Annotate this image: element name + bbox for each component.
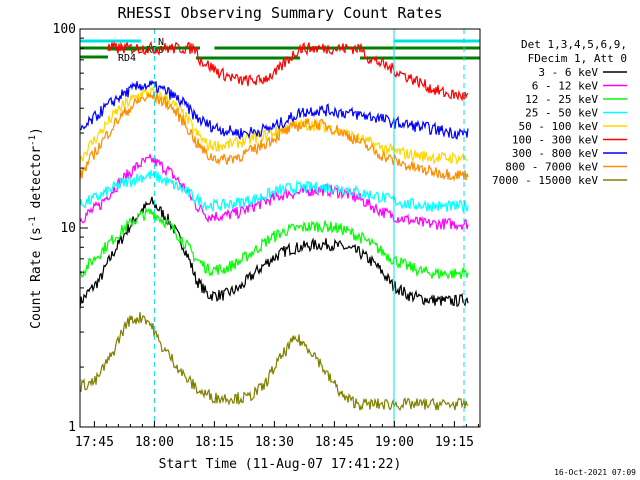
series-12-25-kev — [79, 207, 469, 280]
series-3-6-kev — [79, 196, 469, 309]
x-axis-label: Start Time (11-Aug-07 17:41:22) — [159, 457, 402, 472]
x-tick-label-3: 18:30 — [255, 435, 294, 450]
series-300-800-kev — [79, 79, 469, 141]
legend-label-50-100-kev: 50 - 100 keV — [519, 120, 599, 133]
y-axis-label-sup: -1 — [28, 216, 38, 227]
flag-rd4-label: RD4 — [118, 53, 136, 64]
plot-frame — [79, 28, 481, 428]
y-axis-label-sup-2: -1 — [28, 135, 38, 146]
series-100-300-kev — [107, 40, 469, 102]
chart-title: RHESSI Observing Summary Count Rates — [117, 4, 442, 22]
y-axis-ticks: 1 10 100 — [53, 22, 88, 435]
series-lines — [79, 40, 469, 412]
y-axis-label-rest: detector — [29, 146, 44, 217]
x-tick-label-1: 18:00 — [135, 435, 174, 450]
timestamp: 16-Oct-2021 07:09 — [554, 468, 636, 477]
legend-label-800-7000-kev: 800 - 7000 keV — [505, 161, 598, 174]
series-25-50-kev — [79, 169, 469, 213]
x-tick-label-0: 17:45 — [75, 435, 114, 450]
y-axis-label: Count Rate (s-1 detector-1) — [28, 127, 44, 329]
series-50-100-kev — [79, 86, 469, 166]
y-tick-label-2: 100 — [53, 22, 76, 37]
x-tick-label-5: 19:00 — [375, 435, 414, 450]
legend-label-100-300-kev: 100 - 300 keV — [512, 134, 598, 147]
y-axis-label-end: ) — [29, 127, 44, 135]
y-tick-label-0: 1 — [68, 420, 76, 435]
x-tick-label-6: 19:15 — [435, 435, 474, 450]
legend-label-12-25-kev: 12 - 25 keV — [525, 93, 598, 106]
x-tick-label-2: 18:15 — [195, 435, 234, 450]
series-7000-15000-kev — [79, 311, 469, 412]
series-800-7000-kev — [79, 91, 469, 182]
y-axis-label-main: Count Rate (s — [29, 227, 44, 329]
x-tick-label-4: 18:45 — [315, 435, 354, 450]
legend-label-6-12-kev: 6 - 12 keV — [532, 80, 599, 93]
x-axis-ticks: 17:45 18:00 18:15 18:30 18:45 19:00 19:15 — [75, 421, 479, 450]
legend-label-3-6-kev: 3 - 6 keV — [538, 66, 598, 79]
series-6-12-kev — [79, 153, 469, 231]
legend-header-1: FDecim 1, Att 0 — [528, 52, 627, 65]
legend: Det 1,3,4,5,6,9,FDecim 1, Att 03 - 6 keV… — [492, 38, 627, 187]
legend-label-7000-15000-kev: 7000 - 15000 keV — [492, 174, 598, 187]
legend-label-25-50-kev: 25 - 50 keV — [525, 107, 598, 120]
legend-label-300-800-kev: 300 - 800 keV — [512, 147, 598, 160]
y-tick-label-1: 10 — [60, 221, 76, 236]
flag-n-label: N — [158, 37, 164, 48]
legend-header-0: Det 1,3,4,5,6,9, — [521, 38, 627, 51]
